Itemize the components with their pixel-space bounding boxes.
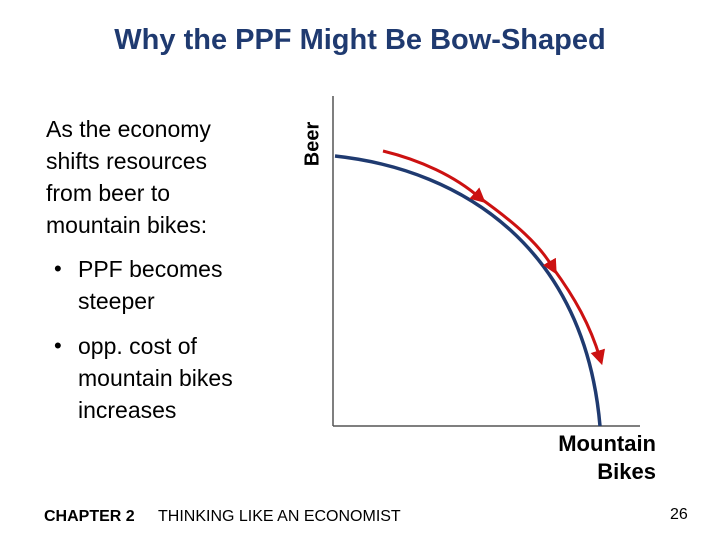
- arrow-segment-1: [382, 149, 486, 203]
- y-axis-label: Beer: [296, 108, 330, 180]
- ppf-curve: [334, 154, 602, 427]
- arrow-segment-2: [479, 196, 557, 275]
- bullet-line: mountain bikes: [78, 365, 233, 391]
- x-axis-label: Mountain Bikes: [558, 430, 656, 486]
- footer-chapter-title: THINKING LIKE AN ECONOMIST: [158, 508, 401, 525]
- intro-line: mountain bikes:: [46, 212, 208, 238]
- bullet-line: opp. cost of: [78, 333, 197, 359]
- intro-line: shifts resources: [46, 148, 208, 174]
- intro-line: from beer to: [46, 180, 170, 206]
- y-axis-label-text: Beer: [301, 121, 324, 167]
- bullet-opp-cost: • opp. cost of mountain bikes increases: [54, 330, 284, 426]
- arrow-segment-3: [551, 267, 606, 366]
- bullet-dot-icon: •: [54, 256, 62, 281]
- x-axis-label-line: Mountain: [558, 431, 656, 456]
- slide-title: Why the PPF Might Be Bow-Shaped: [114, 24, 606, 56]
- page-number: 26: [670, 506, 688, 523]
- intro-text: As the economy shifts resources from bee…: [46, 113, 286, 241]
- bullet-line: PPF becomes: [78, 256, 223, 282]
- bullet-line: steeper: [78, 288, 155, 314]
- x-axis-label-line: Bikes: [597, 459, 656, 484]
- footer-chapter: CHAPTER 2: [44, 508, 135, 525]
- bullet-dot-icon: •: [54, 333, 62, 358]
- intro-line: As the economy: [46, 116, 211, 142]
- bullet-ppf-steeper: • PPF becomes steeper: [54, 253, 284, 317]
- bullet-line: increases: [78, 397, 177, 423]
